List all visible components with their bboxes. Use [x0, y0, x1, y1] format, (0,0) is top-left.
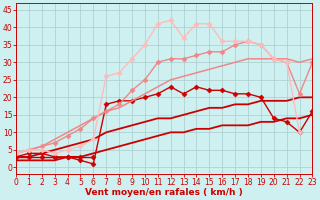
X-axis label: Vent moyen/en rafales ( km/h ): Vent moyen/en rafales ( km/h ): [85, 188, 243, 197]
